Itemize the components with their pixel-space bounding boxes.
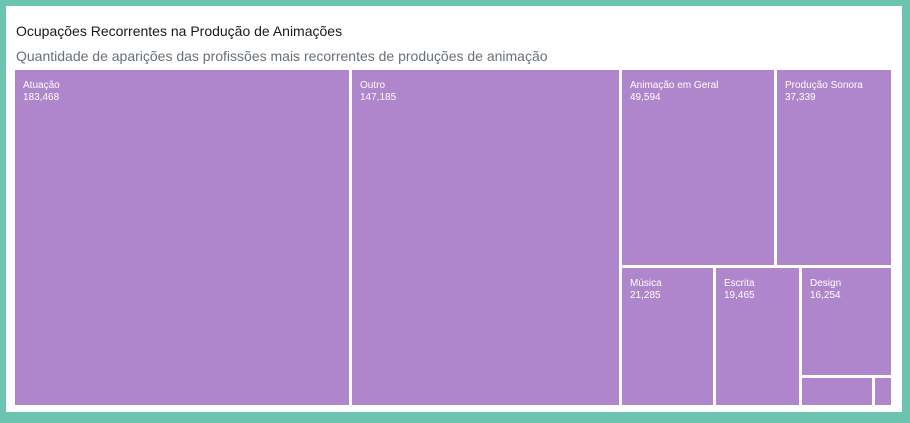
treemap-tile[interactable]: Atuação 183,468 [15,70,352,408]
tile-label: Escrita [724,278,755,289]
tile-label: Design [810,278,842,289]
tile-value: 16,254 [810,290,841,301]
chart-card: Ocupações Recorrentes na Produção de Ani… [6,6,902,412]
tile-value: 183,468 [23,92,60,103]
treemap-tile[interactable] [875,378,894,408]
tile-value: 49,594 [630,92,661,103]
tile-value: 19,465 [724,290,755,301]
tile-label: Animação em Geral [630,80,719,91]
tile-value: 147,185 [360,92,397,103]
tile-label: Outro [360,80,386,91]
treemap-tile[interactable] [802,378,875,408]
treemap-tile[interactable]: Escrita 19,465 [716,268,802,408]
treemap-tile[interactable]: Design 16,254 [802,268,894,378]
tile-label: Atuação [23,80,60,91]
treemap-tile[interactable]: Outro 147,185 [352,70,622,408]
tile-value: 37,339 [785,92,816,103]
treemap-tile[interactable]: Produção Sonora 37,339 [777,70,894,268]
tile-label: Música [630,278,662,289]
chart-title: Ocupações Recorrentes na Produção de Ani… [16,23,343,39]
tile-label: Produção Sonora [785,80,863,91]
treemap-tile[interactable]: Animação em Geral 49,594 [622,70,777,268]
treemap: Atuação 183,468 Outro 147,185 Animação em Ge… [15,70,894,408]
treemap-tile[interactable]: Música 21,285 [622,268,716,408]
tile-value: 21,285 [630,290,661,301]
chart-subtitle: Quantidade de aparições das profissões m… [16,48,548,64]
